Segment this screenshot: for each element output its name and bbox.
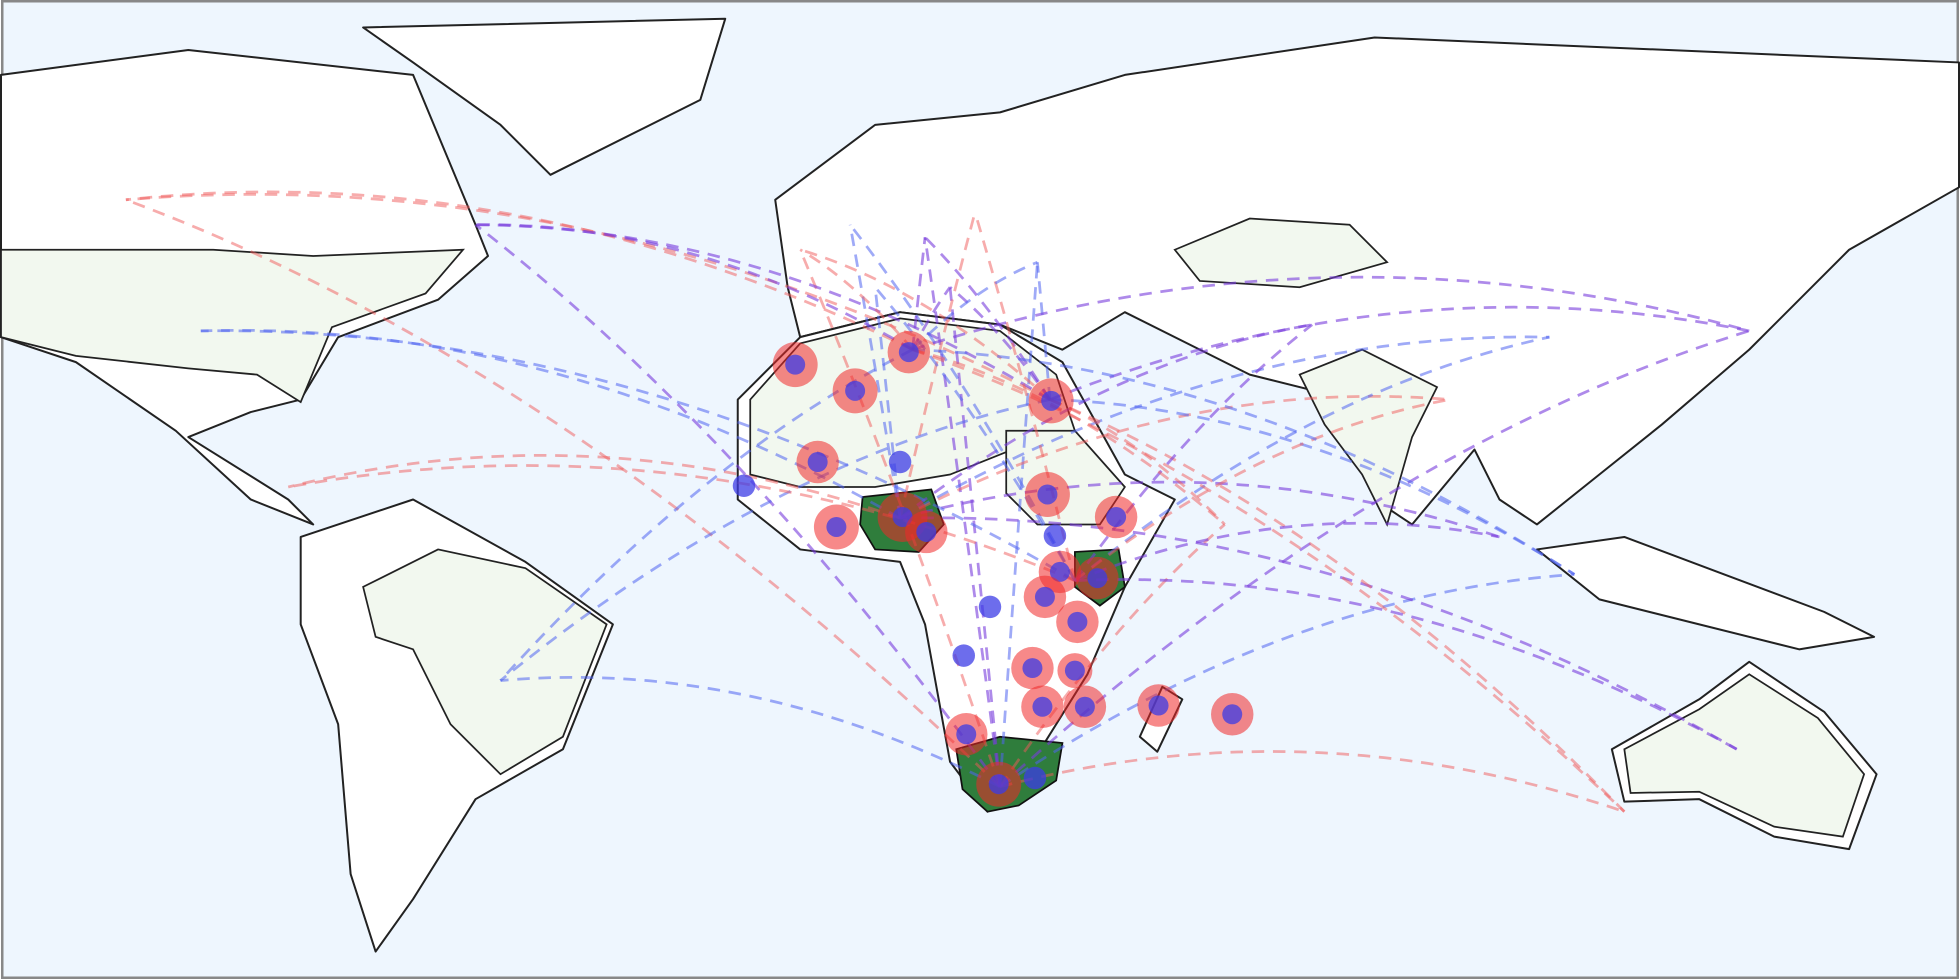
route <box>998 262 1039 787</box>
marker-core <box>916 521 937 542</box>
route <box>125 198 1001 788</box>
route <box>948 287 1002 787</box>
route <box>912 348 1576 576</box>
route <box>200 329 1076 582</box>
route <box>912 275 1750 351</box>
route <box>500 676 1001 788</box>
marker-core <box>1087 568 1108 589</box>
route <box>949 286 1052 401</box>
marker-core <box>888 450 912 474</box>
landmasses <box>0 17 1960 953</box>
marker-core <box>785 354 806 375</box>
marker-core <box>1148 695 1169 716</box>
route <box>899 323 1313 520</box>
route <box>1073 323 1314 582</box>
markers <box>732 330 1254 807</box>
marker-core <box>732 474 756 497</box>
route <box>1074 521 1500 582</box>
route <box>998 523 1226 788</box>
greenland <box>362 17 727 176</box>
route <box>912 348 1226 526</box>
route <box>1036 262 1052 400</box>
route <box>912 348 1626 813</box>
australia-fill <box>1623 673 1866 838</box>
route <box>1074 578 1738 751</box>
route <box>799 248 914 351</box>
marker-core <box>826 516 847 537</box>
route <box>899 395 1450 520</box>
route <box>1074 335 1550 582</box>
route <box>475 223 914 351</box>
route <box>287 464 1076 582</box>
southeast-asia <box>1535 535 1876 651</box>
route <box>1074 398 1450 582</box>
marker-core <box>1041 390 1062 411</box>
route <box>475 223 1051 401</box>
marker-core <box>1074 696 1095 717</box>
united-states <box>0 248 465 404</box>
marker-core <box>1023 766 1047 790</box>
route <box>474 223 1002 788</box>
route <box>899 480 1500 539</box>
route <box>898 211 977 519</box>
route <box>1049 305 1750 401</box>
marker-core <box>1222 704 1243 725</box>
marker-core <box>1067 611 1088 632</box>
mongolia <box>1173 217 1389 289</box>
route <box>799 248 1051 401</box>
marker-core <box>845 380 866 401</box>
route <box>848 224 902 519</box>
route <box>1049 398 1626 813</box>
route <box>999 750 1625 813</box>
marker-core <box>1049 561 1070 582</box>
marker-core <box>1034 586 1055 607</box>
marker-core <box>978 595 1002 619</box>
eurasia <box>774 36 1960 526</box>
marker-core <box>988 774 1009 795</box>
marker-core <box>1022 658 1043 679</box>
marker-core <box>1064 660 1085 681</box>
marker-core <box>952 644 976 667</box>
route <box>999 573 1575 788</box>
route <box>911 260 1038 351</box>
route <box>923 237 1002 787</box>
marker-core <box>898 342 919 363</box>
brazil <box>362 548 608 776</box>
marker-core <box>1032 696 1053 717</box>
marker-core <box>1043 524 1067 547</box>
marker-core <box>1106 506 1127 527</box>
marker-core <box>1037 484 1058 505</box>
marker-core <box>956 724 977 745</box>
route <box>924 236 1052 401</box>
marker-core <box>807 452 828 473</box>
route <box>287 454 901 520</box>
route <box>849 223 1077 582</box>
